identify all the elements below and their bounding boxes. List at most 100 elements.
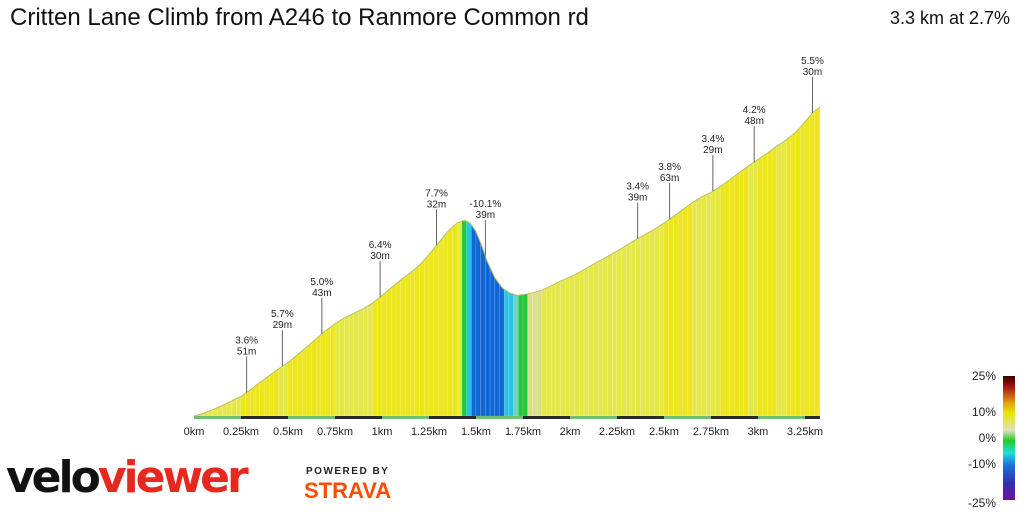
profile-band: [706, 191, 712, 417]
baseline-segment: [616, 416, 664, 419]
x-tick-label: 2.5km: [649, 426, 679, 438]
x-tick-label: 2km: [560, 426, 581, 438]
branding: veloviewer POWERED BY STRAVA: [6, 452, 426, 508]
profile-band: [236, 395, 242, 417]
profile-band: [612, 250, 618, 417]
x-tick-label: 0km: [184, 426, 205, 438]
profile-band: [362, 305, 369, 417]
x-tick-label: 1km: [372, 426, 393, 438]
profile-band: [330, 323, 336, 417]
annotation-grade: 3.8%: [658, 162, 681, 173]
x-tick-label: 1.75km: [505, 426, 541, 438]
profile-band: [757, 155, 763, 417]
profile-band: [358, 308, 364, 417]
profile-band: [264, 375, 270, 417]
profile-band: [776, 142, 782, 417]
profile-band: [320, 330, 326, 417]
profile-band: [546, 285, 552, 417]
profile-band: [616, 247, 622, 417]
profile-band: [283, 362, 289, 417]
profile-band: [409, 268, 416, 417]
profile-band: [377, 295, 383, 417]
profile-band: [301, 346, 308, 417]
profile-band: [259, 378, 265, 417]
profile-band: [767, 149, 773, 417]
profile-band: [687, 202, 693, 417]
profile-band: [438, 236, 444, 417]
profile-band: [668, 216, 674, 417]
annotation-length: 39m: [476, 210, 495, 221]
baseline-segment: [804, 416, 820, 419]
profile-band: [720, 182, 726, 417]
profile-band: [447, 226, 453, 417]
profile-band: [555, 280, 561, 417]
profile-band: [245, 389, 251, 417]
profile-band: [268, 371, 275, 417]
profile-band: [503, 288, 510, 417]
profile-band: [621, 244, 627, 417]
profile-band: [579, 269, 585, 417]
logo-viewer: viewer: [97, 452, 249, 503]
profile-band: [372, 298, 378, 417]
profile-band: [677, 209, 684, 417]
gradient-bands: [193, 106, 821, 417]
profile-band: [640, 233, 646, 417]
annotation-grade: 3.6%: [235, 336, 258, 347]
profile-band: [536, 290, 543, 417]
profile-band: [522, 293, 528, 417]
profile-band: [597, 258, 604, 417]
profile-band: [489, 267, 496, 417]
annotation-grade: 7.7%: [425, 188, 448, 199]
annotation-grade: 5.7%: [271, 309, 294, 320]
climb-summary: 3.3 km at 2.7%: [889, 8, 1010, 28]
annotation-length: 43m: [312, 288, 331, 299]
profile-band: [254, 382, 261, 417]
x-tick-label: 0.25km: [223, 426, 259, 438]
profile-band: [433, 242, 439, 417]
x-tick-label: 0.75km: [317, 426, 353, 438]
profile-band: [405, 272, 411, 417]
profile-band: [602, 256, 608, 417]
profile-band: [565, 276, 571, 417]
profile-band: [424, 253, 430, 417]
strava-logo: STRAVA: [304, 478, 392, 503]
profile-band: [518, 294, 524, 417]
profile-band: [649, 228, 655, 417]
profile-band: [654, 225, 660, 417]
profile-band: [353, 310, 359, 417]
profile-band: [701, 194, 707, 417]
profile-band: [395, 279, 402, 417]
profile-band: [527, 292, 533, 417]
profile-band: [428, 248, 434, 417]
profile-band: [348, 312, 355, 417]
grade-scale-label: 25%: [972, 369, 996, 383]
profile-band: [466, 220, 472, 417]
profile-band: [414, 264, 420, 417]
profile-band: [607, 253, 613, 417]
grade-scale-label: 0%: [979, 431, 997, 445]
baseline-bar: [194, 416, 820, 419]
annotation-length: 63m: [660, 173, 679, 184]
annotation-length: 32m: [427, 199, 446, 210]
baseline-segment: [710, 416, 758, 419]
profile-band: [715, 186, 721, 417]
profile-band: [724, 179, 731, 417]
profile-band: [471, 224, 477, 417]
profile-band: [273, 368, 279, 417]
annotation-grade: 4.2%: [743, 105, 766, 116]
profile-band: [790, 131, 796, 417]
profile-band: [593, 261, 599, 417]
profile-band: [231, 398, 237, 417]
profile-band: [325, 326, 331, 417]
annotation-length: 29m: [273, 320, 292, 331]
profile-band: [461, 220, 467, 417]
x-tick-label: 0.5km: [273, 426, 303, 438]
x-tick-label: 1.25km: [411, 426, 447, 438]
profile-band: [691, 199, 698, 417]
profile-band: [588, 263, 594, 417]
profile-band: [508, 292, 514, 417]
x-tick-label: 3.25km: [787, 426, 823, 438]
powered-by-label: POWERED BY: [306, 466, 390, 477]
annotation-length: 30m: [803, 67, 822, 78]
